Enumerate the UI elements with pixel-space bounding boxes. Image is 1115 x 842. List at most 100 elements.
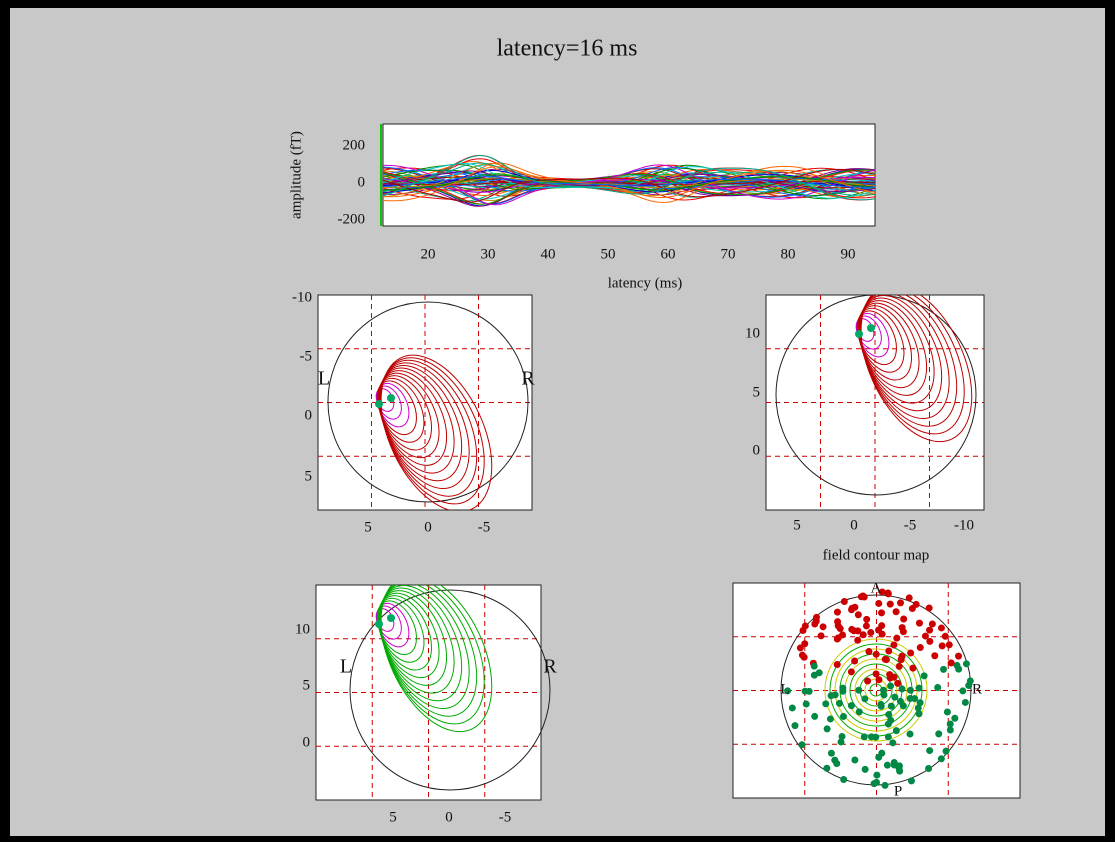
y-tick-label: 5 [753, 384, 761, 400]
sensor [925, 765, 932, 772]
sensor [828, 692, 835, 699]
x-tick-label: 0 [424, 519, 432, 535]
peak [375, 620, 383, 628]
sensor [935, 730, 942, 737]
sensor [885, 711, 892, 718]
sensor [840, 776, 847, 783]
sensor [922, 633, 929, 640]
sensor [855, 611, 862, 618]
sensor [885, 733, 892, 740]
sensor [943, 748, 950, 755]
sensor [955, 653, 962, 660]
sensor [799, 652, 806, 659]
sensor [818, 632, 825, 639]
sensor [948, 659, 955, 666]
sensor [828, 750, 835, 757]
sensor [887, 682, 894, 689]
x-tick-label: 5 [364, 519, 372, 535]
sensor [875, 754, 882, 761]
sensor [890, 641, 897, 648]
sensor [867, 629, 874, 636]
sensor [836, 700, 843, 707]
peak [867, 324, 875, 332]
sensor [871, 780, 878, 787]
sensor [894, 680, 901, 687]
x-tick-label: -5 [478, 519, 491, 535]
y-axis-label: amplitude (fT) [288, 131, 304, 219]
sensor [942, 633, 949, 640]
sensor [916, 620, 923, 627]
sensor [899, 685, 906, 692]
direction-label: L [780, 681, 789, 697]
x-tick-label: 20 [421, 246, 436, 262]
sensor [889, 739, 896, 746]
sensor [887, 717, 894, 724]
sensor [886, 671, 893, 678]
side-label: R [543, 656, 557, 678]
sensor [938, 624, 945, 631]
sensor [851, 657, 858, 664]
sensor [802, 622, 809, 629]
sensor [938, 755, 945, 762]
sensor [916, 685, 923, 692]
sensor [820, 623, 827, 630]
sensor [880, 687, 887, 694]
sensor [860, 592, 867, 599]
sensor [893, 635, 900, 642]
sensor [882, 782, 889, 789]
sensor [921, 672, 928, 679]
sensor [855, 687, 862, 694]
sensor [908, 777, 915, 784]
x-tick-label: -10 [954, 517, 974, 533]
sensor [931, 652, 938, 659]
sensor [897, 698, 904, 705]
sensor [926, 605, 933, 612]
sensor [803, 701, 810, 708]
sensor [963, 660, 970, 667]
sensor [907, 731, 914, 738]
sensor [891, 694, 898, 701]
peak [387, 614, 395, 622]
x-tick-label: 5 [389, 809, 397, 825]
sensor [789, 704, 796, 711]
peak [375, 400, 383, 408]
sensor [944, 708, 951, 715]
sensor [806, 688, 813, 695]
sensor [856, 708, 863, 715]
sensor [822, 700, 829, 707]
sensor [877, 701, 884, 708]
sensor [841, 598, 848, 605]
sensor [827, 715, 834, 722]
peak [387, 394, 395, 402]
sensor [906, 594, 913, 601]
side-label: L [340, 656, 352, 678]
peak [855, 330, 863, 338]
x-tick-label: 70 [721, 246, 736, 262]
sensor [875, 676, 882, 683]
sensor [849, 605, 856, 612]
sensor [946, 641, 953, 648]
sensor [934, 684, 941, 691]
sensor [848, 668, 855, 675]
sensor [848, 702, 855, 709]
y-tick-label: 10 [745, 325, 760, 341]
sensor [834, 609, 841, 616]
sensor [885, 647, 892, 654]
sensor [884, 762, 891, 769]
sensor [947, 726, 954, 733]
direction-label: R [972, 681, 982, 697]
x-tick-label: 30 [481, 246, 496, 262]
sensor [861, 695, 868, 702]
y-tick-label: 0 [753, 442, 761, 458]
sensor [926, 747, 933, 754]
x-tick-label: 5 [793, 517, 801, 533]
sensor [898, 656, 905, 663]
sensor [962, 699, 969, 706]
sensor [893, 727, 900, 734]
sensor [811, 620, 818, 627]
x-tick-label: -5 [904, 517, 917, 533]
sensor [947, 720, 954, 727]
sensor [875, 600, 882, 607]
sensor [900, 616, 907, 623]
sensor [839, 688, 846, 695]
